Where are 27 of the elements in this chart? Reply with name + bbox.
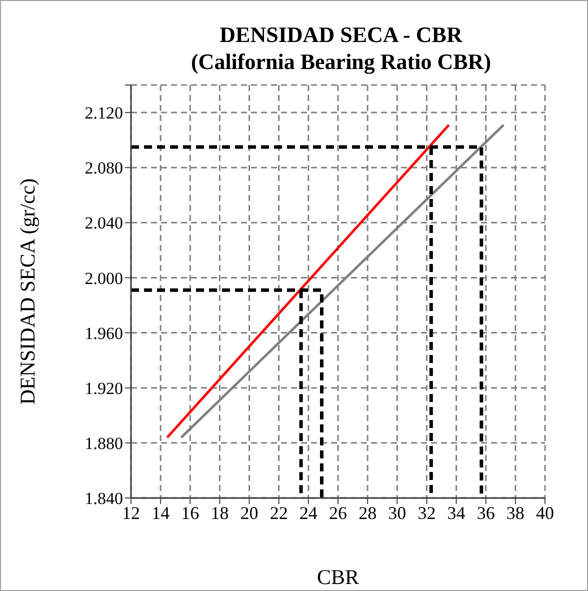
x-tick-label: 20: [240, 502, 258, 523]
x-tick-label: 36: [476, 502, 495, 523]
y-tick-label: 2.040: [84, 214, 123, 233]
x-tick-label: 30: [388, 502, 406, 523]
x-axis-title: CBR: [316, 565, 360, 589]
chart-title: DENSIDAD SECA - CBR: [218, 21, 464, 48]
y-tick-label: 2.000: [84, 268, 123, 288]
x-tick-label: 16: [181, 502, 200, 523]
x-tick-label: 18: [210, 502, 229, 523]
y-tick-label: 2.120: [84, 104, 123, 123]
x-tick-label: 12: [122, 502, 140, 523]
x-tick-label: 40: [536, 502, 554, 523]
y-tick-label: 1.920: [84, 378, 123, 398]
chart-subtitle: (California Bearing Ratio CBR): [190, 48, 492, 75]
y-axis-title: DENSIDAD SECA (gr/cc): [15, 178, 40, 405]
x-tick-label: 32: [418, 502, 436, 523]
x-tick-label: 34: [447, 502, 466, 523]
x-tick-label: 14: [152, 502, 170, 523]
x-tick-label: 24: [299, 502, 318, 523]
y-tick-label: 1.840: [84, 489, 123, 508]
x-tick-label: 22: [270, 502, 288, 523]
y-tick-label: 2.080: [84, 158, 123, 178]
y-tick-label: 1.880: [84, 434, 123, 453]
y-tick-label: 1.960: [84, 324, 123, 343]
x-tick-label: 28: [358, 502, 377, 523]
x-tick-label: 26: [329, 502, 347, 523]
x-tick-label: 38: [506, 502, 524, 523]
